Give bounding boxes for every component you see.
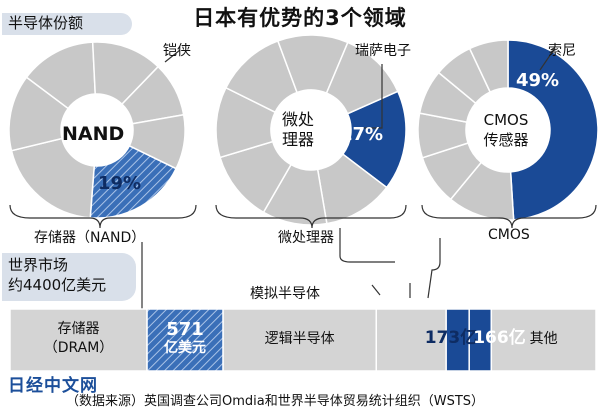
value-label-kioxia: 19% (98, 173, 142, 194)
pie-center-label-cmos-line1: CMOS (483, 111, 529, 129)
company-label-kioxia: 铠侠 (163, 43, 191, 59)
bar-segment-1 (146, 308, 224, 372)
company-label-renesas: 瑞萨电子 (355, 43, 411, 59)
footer-logo: 日经中文网 (8, 376, 98, 396)
market-tag: 世界市场 约4400亿美元 (2, 253, 136, 301)
category-label-cmos: CMOS (488, 227, 530, 243)
bar-segment-label-1: 571 亿美元 (147, 320, 223, 358)
bar-segment-label-4-line-0: 173亿 (424, 328, 478, 348)
category-label-nand: 存储器（NAND） (34, 230, 146, 246)
pie-nand-slice-1 (10, 137, 96, 219)
category-label-mpu: 微处理器 (278, 230, 334, 246)
bar-segment-6 (490, 308, 597, 372)
pie-center-label-mpu-line2: 理器 (282, 130, 315, 149)
bar-segment-2 (222, 308, 377, 372)
bar-segment-label-4: 173亿 (407, 328, 478, 348)
pie-nand-slice-0 (89, 144, 178, 219)
bar-segment-label-5-line-0: 166亿 (473, 328, 526, 348)
value-label-renesas: 17% (340, 124, 384, 145)
pie-nand-slice-6 (128, 113, 186, 170)
share-tag: 半导体份额 (2, 13, 132, 35)
bar-segment-label-2: 逻辑半导体 (223, 330, 376, 349)
bar-segment-label-1-line-1: 亿美元 (164, 340, 207, 356)
bar-segment-label-1-line-0: 571 (166, 319, 204, 340)
pie-center-label-mpu: 微处 理器 (282, 110, 314, 150)
pie-center-label-nand: NAND (62, 123, 125, 145)
bar-segment-label-0-line-1: （DRAM） (43, 340, 114, 356)
bar-segment-label-0-line-0: 存储器 (57, 321, 100, 337)
chart-title: 日本有优势的3个领域 (193, 6, 407, 30)
value-label-sony: 49% (516, 70, 560, 91)
pie-center-label-mpu-line1: 微处 (282, 110, 315, 129)
market-tag-line1: 世界市场 (8, 256, 69, 274)
company-label-sony: 索尼 (548, 43, 576, 59)
bar-segment-label-6: 其他 (491, 330, 596, 349)
bar-segment-0 (9, 308, 148, 372)
footer-source: （数据来源）英国调查公司Omdia和世界半导体贸易统计组织（WSTS） (66, 394, 485, 409)
market-tag-line2: 约4400亿美元 (8, 276, 107, 294)
pie-mpu-slice-7 (325, 41, 399, 115)
bar-segment-label-6-line-0: 其他 (529, 331, 558, 347)
bar-segment-label-2-line-0: 逻辑半导体 (264, 331, 335, 347)
bar-segment-label-0: 存储器 （DRAM） (10, 320, 147, 358)
annotation-analog: 模拟半导体 (250, 286, 320, 302)
pie-cmos-slice-0 (507, 39, 599, 221)
pie-center-label-cmos: CMOS 传感器 (476, 110, 536, 150)
bar-segment-label-5: 166亿 (473, 329, 543, 348)
pie-cmos-slice-6 (468, 39, 509, 93)
pie-center-label-cmos-line2: 传感器 (483, 131, 529, 149)
bar-segment-3 (375, 308, 447, 372)
